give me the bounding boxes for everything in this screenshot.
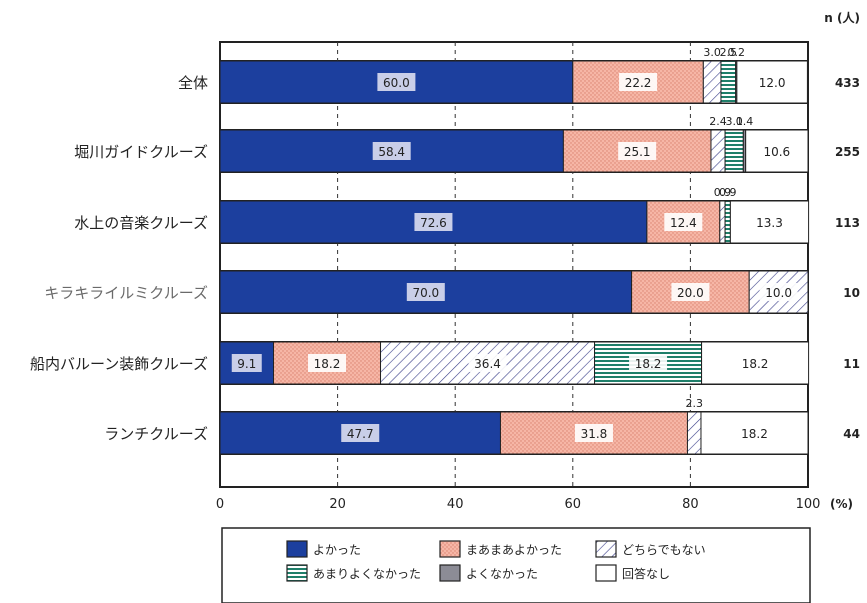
data-label-box <box>231 354 262 372</box>
bar-segment <box>702 60 722 104</box>
data-label: 70.0 <box>412 286 439 300</box>
n-header: n (人) <box>824 10 860 25</box>
data-label-box <box>377 73 416 91</box>
category-label: 水上の音楽クルーズ <box>74 214 208 232</box>
data-label: 2.4 <box>709 115 727 128</box>
legend-label: まあまあよかった <box>466 543 562 557</box>
data-label: 0.4 <box>736 115 754 128</box>
data-label: 20.0 <box>677 286 704 300</box>
x-tick-label: 40 <box>447 497 464 512</box>
data-label: 18.2 <box>741 427 768 441</box>
legend-box <box>221 527 811 603</box>
data-label-box <box>671 283 710 301</box>
data-label: 47.7 <box>347 427 374 441</box>
legend-swatch <box>595 564 617 582</box>
category-label: ランチクルーズ <box>104 425 208 443</box>
data-label: 12.0 <box>759 76 786 90</box>
data-label: 22.2 <box>625 76 652 90</box>
data-label-box <box>308 354 347 372</box>
bar-segment <box>219 129 564 173</box>
data-label-box <box>629 354 668 372</box>
data-label-box <box>574 424 613 442</box>
data-label: 2.5 <box>720 46 738 59</box>
legend-swatch <box>439 564 461 582</box>
data-label-box <box>406 283 445 301</box>
data-label-box <box>757 142 796 160</box>
x-tick-label: 0 <box>216 497 224 512</box>
data-label-box <box>468 354 507 372</box>
data-label: 58.4 <box>378 145 405 159</box>
data-label: 12.4 <box>670 216 697 230</box>
n-value: 11 <box>843 357 860 371</box>
n-value: 113 <box>835 216 860 230</box>
data-label: 10.0 <box>765 286 792 300</box>
data-label: 0.9 <box>719 186 737 199</box>
bar-segment <box>719 200 726 244</box>
category-label: 全体 <box>178 74 208 92</box>
data-label: 0.2 <box>728 46 746 59</box>
x-tick-label: 80 <box>682 497 699 512</box>
legend-label: どちらでもない <box>622 543 706 557</box>
legend-label: あまりよくなかった <box>313 567 421 581</box>
data-label-box <box>618 142 657 160</box>
data-label-box <box>372 142 411 160</box>
data-label: 72.6 <box>420 216 447 230</box>
bar-segment <box>724 129 744 173</box>
n-value: 255 <box>835 145 860 159</box>
legend-label: よくなかった <box>466 567 538 581</box>
data-label: 31.8 <box>581 427 608 441</box>
legend-swatch <box>286 540 308 558</box>
bar-segment <box>710 129 726 173</box>
data-label: 9.1 <box>237 357 256 371</box>
data-label-box <box>619 73 658 91</box>
bar-segment <box>562 129 712 173</box>
legend-swatch <box>595 540 617 558</box>
data-label: 60.0 <box>383 76 410 90</box>
data-label-box <box>735 424 774 442</box>
data-label-box <box>414 213 453 231</box>
data-label: 3.1 <box>725 115 743 128</box>
data-label: 13.3 <box>756 216 783 230</box>
category-label: キラキライルミクルーズ <box>44 284 208 302</box>
bar-segment <box>686 411 702 455</box>
bar-segment <box>748 270 809 314</box>
data-label: 25.1 <box>624 145 651 159</box>
bar-segment <box>724 200 731 244</box>
legend-label: 回答なし <box>622 566 670 581</box>
data-label-box <box>664 213 703 231</box>
data-label: 2.3 <box>685 397 703 410</box>
data-label-box <box>759 283 798 301</box>
category-label: 堀川ガイドクルーズ <box>74 143 208 161</box>
n-value: 44 <box>843 427 860 441</box>
data-label: 18.2 <box>635 357 662 371</box>
n-value: 10 <box>843 286 860 300</box>
n-value: 433 <box>835 76 860 90</box>
data-label-box <box>736 354 775 372</box>
x-unit-label: (%) <box>830 497 853 511</box>
data-label-box <box>753 73 792 91</box>
legend-swatch <box>439 540 461 558</box>
x-tick-label: 60 <box>565 497 582 512</box>
x-tick-label: 20 <box>329 497 346 512</box>
category-label: 船内バルーン装飾クルーズ <box>30 355 208 373</box>
bar-segment <box>219 200 648 244</box>
data-label: 18.2 <box>314 357 341 371</box>
data-label: 36.4 <box>474 357 501 371</box>
data-label: 18.2 <box>742 357 769 371</box>
x-tick-label: 100 <box>796 497 821 512</box>
legend-swatch <box>286 564 308 582</box>
legend-label: よかった <box>313 543 361 557</box>
data-label-box <box>750 213 789 231</box>
data-label-box <box>341 424 380 442</box>
data-label: 10.6 <box>763 145 790 159</box>
data-label: 3.0 <box>703 46 721 59</box>
bar-segment <box>720 60 737 104</box>
data-label: 0.9 <box>714 186 732 199</box>
